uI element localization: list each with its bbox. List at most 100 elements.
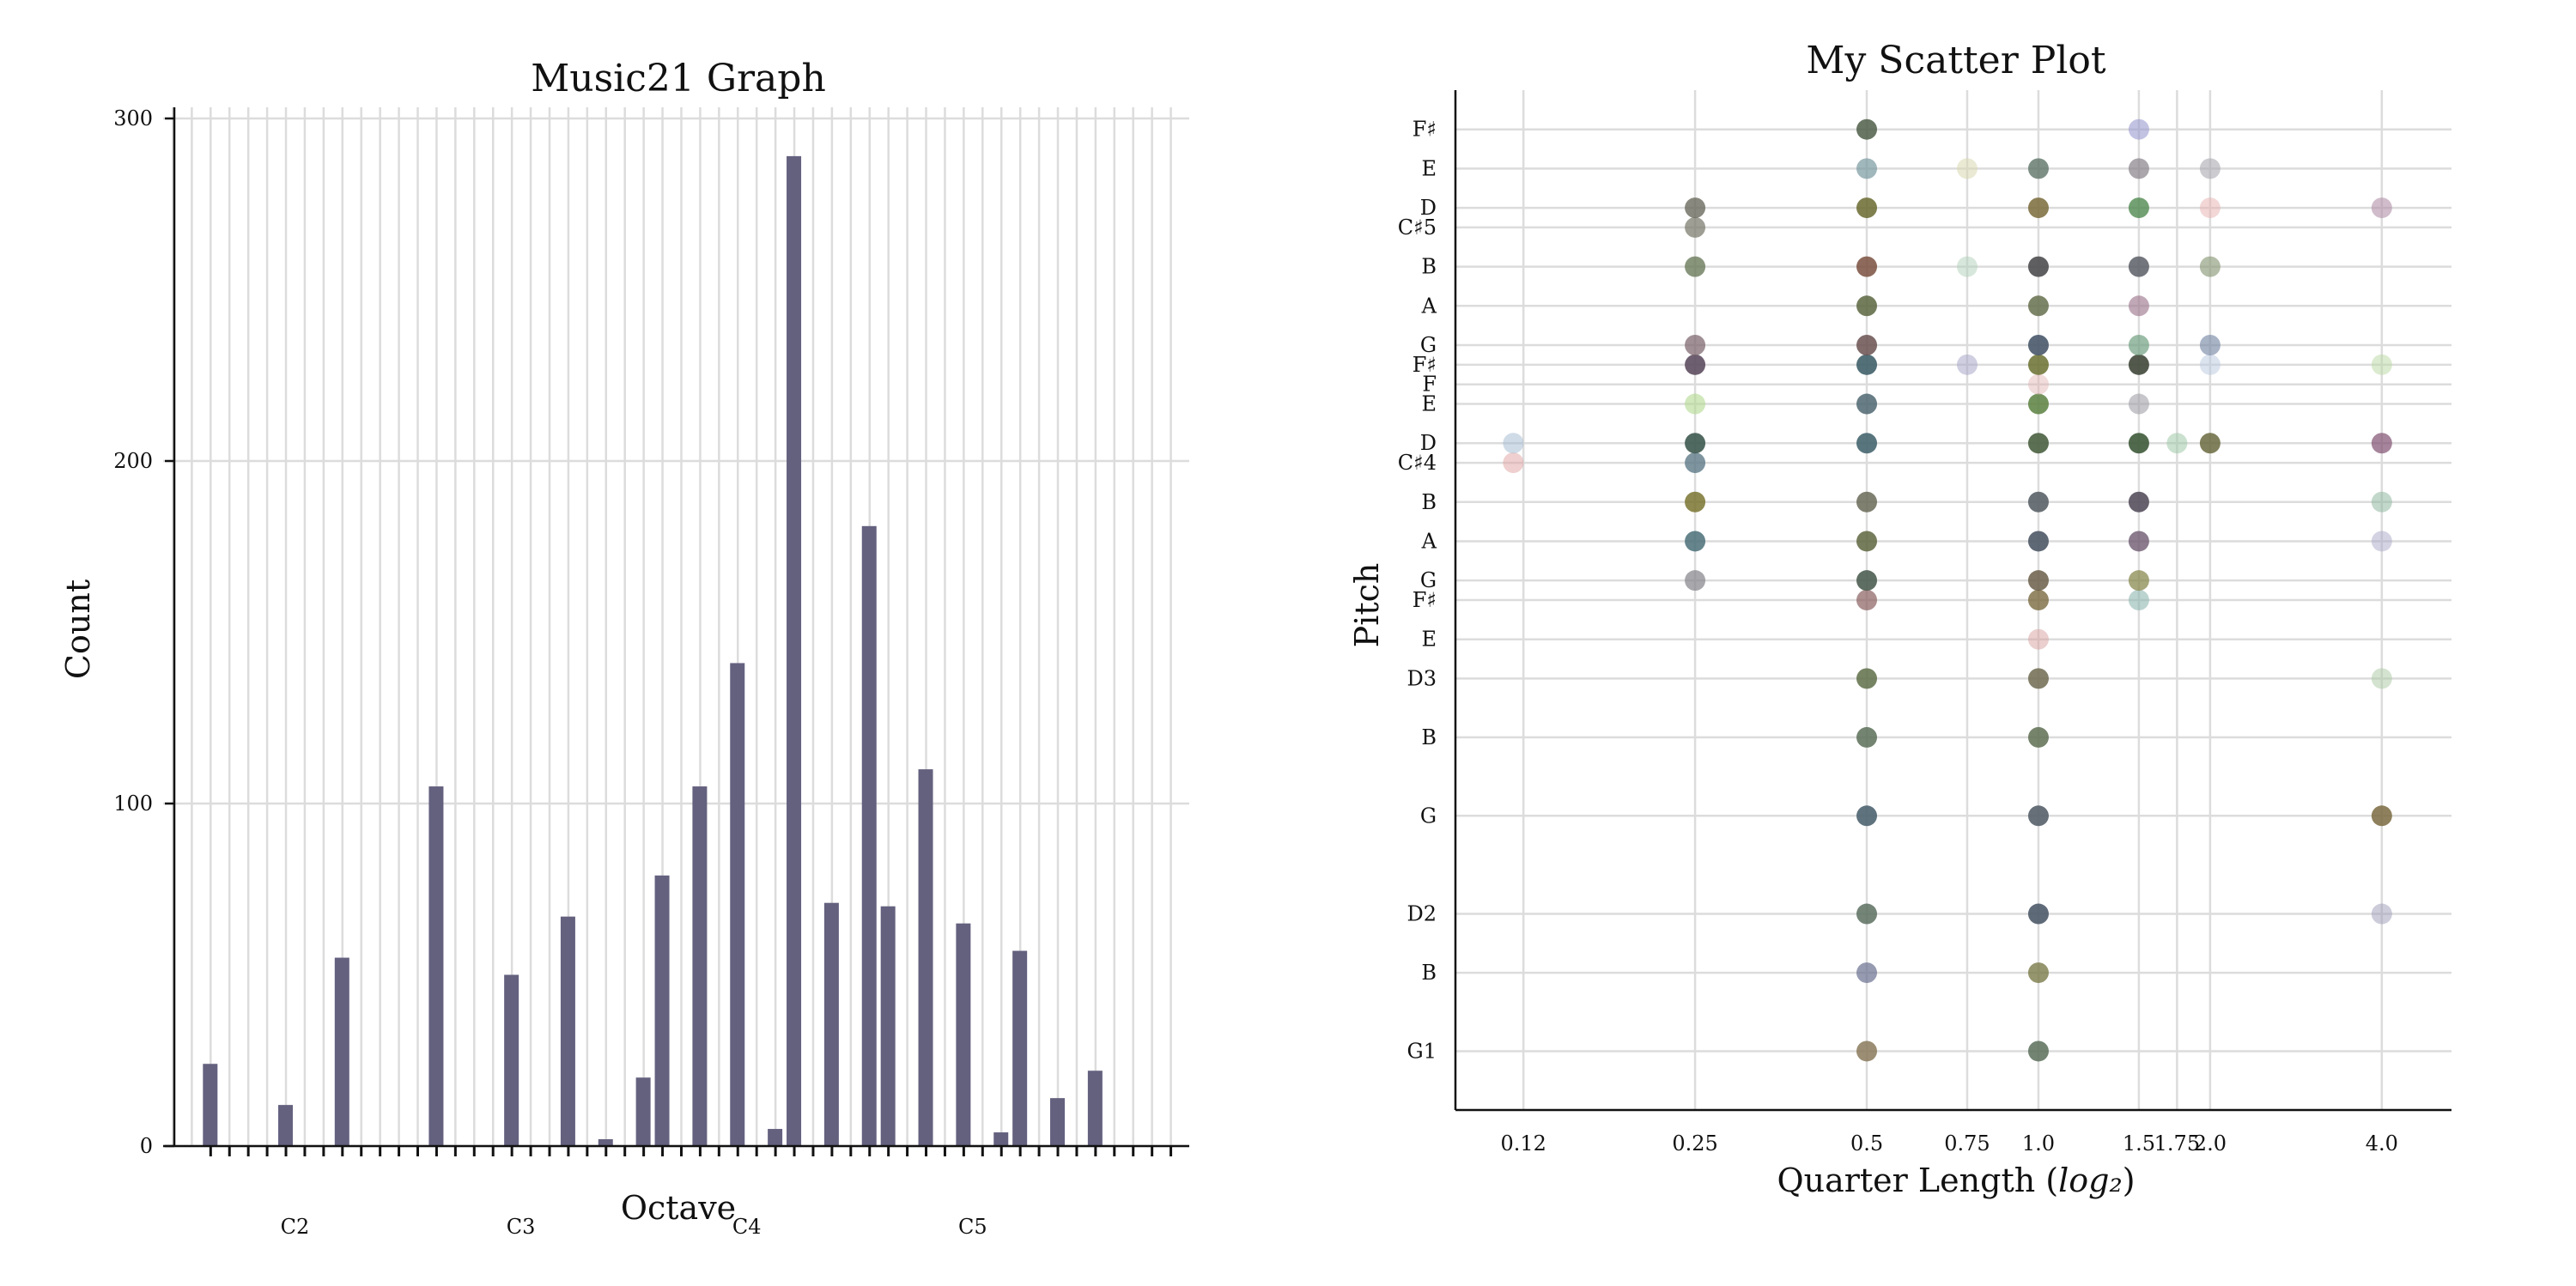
scatter-point <box>2128 433 2149 454</box>
scatter-point <box>2128 158 2149 179</box>
scatter-point <box>2166 433 2188 454</box>
scatter-x-tick-label: 2.0 <box>2194 1131 2227 1156</box>
scatter-point <box>1856 197 1878 219</box>
bar-31 <box>203 1064 218 1146</box>
bar-38 <box>334 957 349 1146</box>
scatter-point <box>2027 726 2049 748</box>
scatter-x-tick-label: 1.5 <box>2123 1131 2155 1156</box>
bar-74 <box>1012 950 1028 1146</box>
scatter-x-tick-label: 4.0 <box>2366 1131 2398 1156</box>
scatter-point <box>2027 433 2049 454</box>
scatter-point <box>2027 570 2049 591</box>
scatter-point <box>1856 805 1878 827</box>
scatter-point <box>2128 118 2149 140</box>
scatter-point <box>2371 433 2392 454</box>
scatter-y-tick-label: B <box>1421 725 1437 749</box>
scatter-x-tick-label: 1.75 <box>2154 1131 2200 1156</box>
scatter-x-tick-label: 0.25 <box>1672 1131 1717 1156</box>
bar-76 <box>1050 1098 1066 1146</box>
bar-x-tick-label: C2 <box>281 1215 310 1239</box>
bar-59 <box>730 663 745 1146</box>
bar-chart-grid <box>163 107 1189 1148</box>
scatter-y-tick-label: C♯4 <box>1398 451 1437 475</box>
scatter-y-tick-label: A <box>1421 529 1437 553</box>
bar-35 <box>278 1105 294 1146</box>
bar-66 <box>861 525 877 1146</box>
scatter-point <box>2371 197 2392 219</box>
scatter-x-tick-label: 0.12 <box>1500 1131 1546 1156</box>
bar-43 <box>428 786 444 1146</box>
bar-55 <box>654 875 670 1146</box>
bar-61 <box>768 1129 783 1146</box>
scatter-y-tick-label: D2 <box>1406 902 1437 926</box>
scatter-point <box>2128 393 2149 415</box>
scatter-point <box>2027 354 2049 375</box>
bar-x-tick-label: C3 <box>507 1215 536 1239</box>
scatter-point <box>1856 433 1878 454</box>
scatter-point <box>1856 354 1878 375</box>
scatter-point <box>2128 570 2149 591</box>
scatter-point <box>2027 295 2049 317</box>
scatter-point <box>1856 335 1878 355</box>
scatter-point <box>2371 491 2392 513</box>
scatter-point <box>1856 158 1878 179</box>
scatter-point <box>1956 354 1978 375</box>
bar-67 <box>880 906 896 1146</box>
scatter-point <box>1856 903 1878 925</box>
scatter-point <box>2027 962 2049 984</box>
bar-chart-bars <box>203 155 1103 1146</box>
bar-62 <box>787 155 802 1146</box>
scatter-point <box>2027 531 2049 552</box>
scatter-point <box>1856 668 1878 689</box>
scatter-point <box>2128 256 2149 277</box>
scatter-point <box>2371 668 2392 689</box>
scatter-point <box>1856 726 1878 748</box>
scatter-point <box>2199 335 2221 355</box>
bar-y-tick-label: 100 <box>113 792 153 816</box>
scatter-point <box>1685 452 1706 474</box>
bar-x-tick-label: C4 <box>732 1215 762 1239</box>
scatter-y-tick-label: G1 <box>1407 1039 1437 1063</box>
scatter-y-tick-label: A <box>1421 294 1437 318</box>
scatter-point <box>1685 335 1706 355</box>
scatter-point <box>1956 256 1978 277</box>
scatter-point <box>2128 531 2149 552</box>
scatter-point <box>2027 373 2049 395</box>
bar-y-tick-label: 300 <box>113 106 153 130</box>
scatter-y-tick-label: E <box>1421 392 1437 416</box>
scatter-point <box>2371 354 2392 375</box>
scatter-point <box>1856 393 1878 415</box>
scatter-point <box>2199 256 2221 277</box>
scatter-point <box>2027 668 2049 689</box>
scatter-point <box>1685 354 1706 375</box>
scatter-point <box>2128 197 2149 219</box>
scatter-y-tick-label: C♯5 <box>1398 215 1437 240</box>
scatter-point <box>1856 1040 1878 1062</box>
scatter-chart-grid <box>1455 90 2451 1110</box>
scatter-y-tick-label: D3 <box>1406 666 1437 690</box>
scatter-point <box>2027 491 2049 513</box>
scatter-point <box>2027 197 2049 219</box>
scatter-chart-y-axis-label: Pitch <box>1348 563 1386 648</box>
scatter-point <box>2199 433 2221 454</box>
scatter-point <box>1856 118 1878 140</box>
bar-57 <box>692 786 708 1146</box>
scatter-point <box>2027 628 2049 650</box>
scatter-chart-x-axis-label: Quarter Length (log₂) <box>1777 1162 2135 1199</box>
scatter-y-tick-label: B <box>1421 490 1437 514</box>
scatter-y-tick-label: E <box>1421 628 1437 652</box>
scatter-point <box>2128 354 2149 375</box>
scatter-point <box>1856 531 1878 552</box>
scatter-x-tick-label: 0.75 <box>1944 1131 1990 1156</box>
scatter-chart-title: My Scatter Plot <box>1806 39 2106 82</box>
bar-69 <box>918 769 933 1146</box>
scatter-point <box>2027 158 2049 179</box>
bar-chart-ticks: C2 C3 C4 C5 0 100 200 300 <box>113 106 1173 1239</box>
scatter-point <box>2128 295 2149 317</box>
scatter-point <box>2199 158 2221 179</box>
scatter-point <box>1685 197 1706 219</box>
scatter-point <box>1685 570 1706 591</box>
scatter-point <box>2128 335 2149 355</box>
scatter-point <box>1856 295 1878 317</box>
